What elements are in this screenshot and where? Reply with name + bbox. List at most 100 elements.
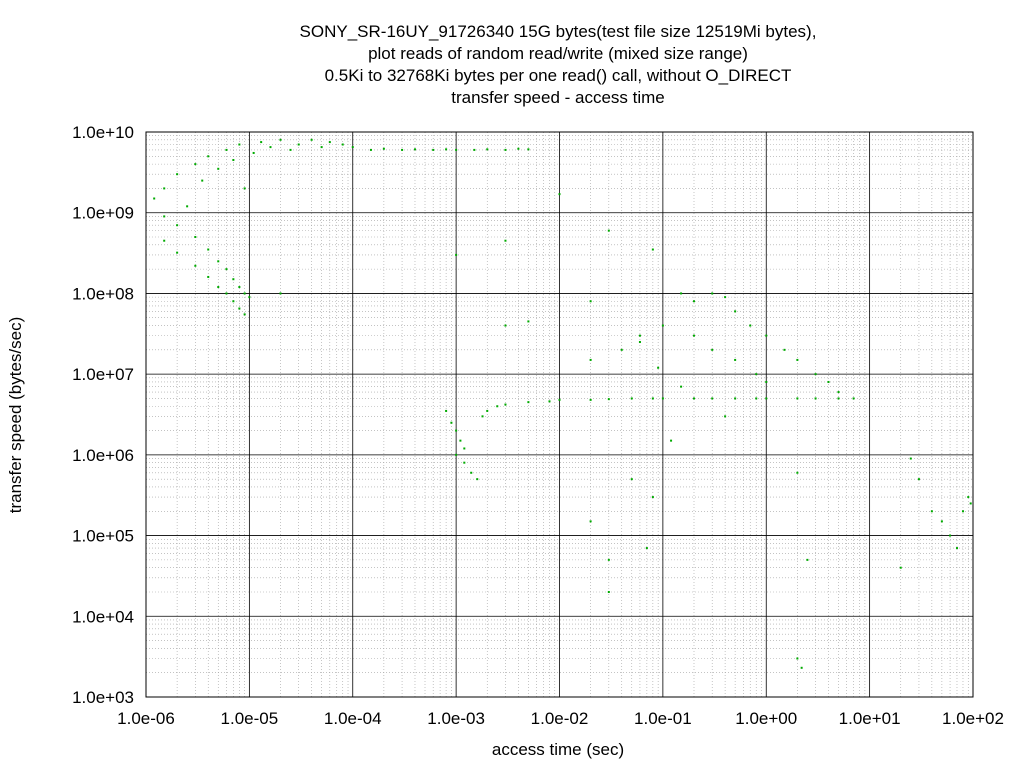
data-point <box>909 457 912 460</box>
y-tick-labels: 1.0e+03 1.0e+04 1.0e+05 1.0e+06 1.0e+07 1.0e+… <box>72 123 134 707</box>
data-point <box>252 151 255 154</box>
data-point <box>243 313 246 316</box>
data-point <box>558 398 561 401</box>
data-point <box>194 236 197 239</box>
data-point <box>207 248 210 251</box>
data-point <box>476 478 479 481</box>
data-point <box>517 147 520 150</box>
data-point <box>661 397 664 400</box>
data-point <box>486 409 489 412</box>
y-tick-label: 1.0e+06 <box>72 446 134 465</box>
data-point <box>724 415 727 418</box>
data-point <box>163 187 166 190</box>
data-point <box>734 358 737 361</box>
data-point <box>899 566 902 569</box>
data-point <box>459 439 462 442</box>
data-point <box>765 397 768 400</box>
data-point <box>589 300 592 303</box>
data-point <box>201 179 204 182</box>
data-point <box>238 143 241 146</box>
data-point <box>955 547 958 550</box>
data-point <box>176 224 179 227</box>
data-point <box>450 421 453 424</box>
data-point <box>967 496 970 499</box>
data-point <box>607 229 610 232</box>
data-point <box>796 471 799 474</box>
data-point <box>279 292 282 295</box>
data-point <box>651 397 654 400</box>
data-point <box>401 148 404 151</box>
plot-frame <box>145 131 974 698</box>
data-point <box>724 296 727 299</box>
data-point <box>527 148 530 151</box>
data-point <box>692 397 695 400</box>
data-point <box>310 138 313 141</box>
data-point <box>445 148 448 151</box>
y-tick-label: 1.0e+04 <box>72 607 134 626</box>
x-tick-label: 1.0e-01 <box>634 709 692 728</box>
data-point <box>432 148 435 151</box>
data-point <box>645 547 648 550</box>
data-point <box>814 373 817 376</box>
x-tick-label: 1.0e-04 <box>324 709 382 728</box>
data-point <box>630 397 633 400</box>
data-point <box>413 148 416 151</box>
data-points <box>153 138 972 669</box>
data-point <box>589 398 592 401</box>
data-point <box>232 158 235 161</box>
x-tick-label: 1.0e-06 <box>117 709 175 728</box>
data-point <box>297 143 300 146</box>
y-tick-label: 1.0e+09 <box>72 204 134 223</box>
data-point <box>607 398 610 401</box>
data-point <box>711 292 714 295</box>
data-point <box>558 193 561 196</box>
data-point <box>207 275 210 278</box>
data-point <box>917 478 920 481</box>
x-tick-label: 1.0e-03 <box>427 709 485 728</box>
title-line: transfer speed - access time <box>451 88 665 107</box>
title-line: plot reads of random read/write (mixed s… <box>368 44 748 63</box>
data-point <box>796 657 799 660</box>
data-point <box>163 215 166 218</box>
data-point <box>783 348 786 351</box>
data-point <box>765 334 768 337</box>
data-point <box>680 385 683 388</box>
x-tick-labels: 1.0e-06 1.0e-05 1.0e-04 1.0e-03 1.0e-02 1.0e-… <box>117 709 1004 728</box>
data-point <box>225 148 228 151</box>
data-point <box>470 471 473 474</box>
data-point <box>243 187 246 190</box>
data-point <box>814 397 817 400</box>
data-point <box>194 163 197 166</box>
data-point <box>445 409 448 412</box>
data-point <box>238 307 241 310</box>
data-point <box>504 403 507 406</box>
data-point <box>176 251 179 254</box>
data-point <box>369 148 372 151</box>
data-point <box>194 264 197 267</box>
data-point <box>176 173 179 176</box>
data-point <box>455 148 458 151</box>
data-point <box>289 148 292 151</box>
data-point <box>463 461 466 464</box>
data-point <box>630 478 633 481</box>
data-point <box>607 590 610 593</box>
title-line: SONY_SR-16UY_91726340 15G bytes(test fil… <box>300 22 817 41</box>
x-tick-label: 1.0e-05 <box>221 709 279 728</box>
data-point <box>238 286 241 289</box>
data-point <box>504 324 507 327</box>
x-tick-label: 1.0e+01 <box>839 709 901 728</box>
data-point <box>589 358 592 361</box>
x-axis-label: access time (sec) <box>492 740 624 759</box>
data-point <box>217 260 220 263</box>
data-point <box>651 248 654 251</box>
data-point <box>455 429 458 432</box>
data-point <box>320 146 323 149</box>
data-point <box>527 320 530 323</box>
data-point <box>661 324 664 327</box>
data-point <box>382 147 385 150</box>
x-tick-label: 1.0e+02 <box>942 709 1004 728</box>
data-point <box>463 447 466 450</box>
data-point <box>940 520 943 523</box>
